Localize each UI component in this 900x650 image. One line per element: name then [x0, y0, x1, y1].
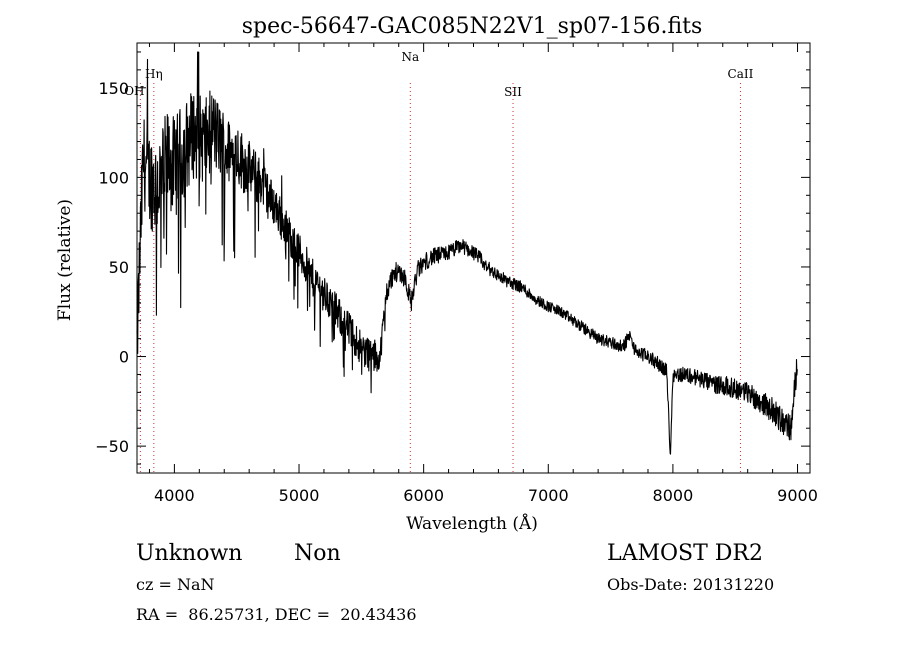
x-tick-label: 5000: [279, 486, 320, 505]
x-axis-label: Wavelength (Å): [406, 513, 538, 534]
survey-label: LAMOST DR2: [607, 541, 763, 566]
spectrum-line: [136, 51, 798, 455]
y-tick-label: 100: [98, 168, 129, 187]
spectral-line-label: SII: [504, 85, 522, 99]
y-tick-label: −50: [95, 437, 129, 456]
x-tick-label: 4000: [154, 486, 195, 505]
chart-title: spec-56647-GAC085N22V1_sp07-156.fits: [242, 14, 703, 39]
spectral-line-markers: [139, 83, 741, 473]
x-axis-ticks: 4000 5000 6000 7000 8000 9000: [148, 43, 818, 505]
y-axis-label: Flux (relative): [55, 199, 75, 321]
y-tick-label: 150: [98, 79, 129, 98]
x-tick-label: 8000: [653, 486, 694, 505]
y-tick-label: 0: [119, 348, 129, 367]
y-tick-label: 50: [109, 258, 129, 277]
spectral-line-label: Na: [401, 50, 419, 64]
object-subclass: Non: [294, 541, 341, 566]
obs-date-text: Obs-Date: 20131220: [607, 575, 774, 594]
spectral-line-label: CaII: [728, 67, 754, 81]
x-tick-label: 6000: [403, 486, 444, 505]
y-axis-ticks: −50 0 50 100 150: [95, 51, 810, 465]
spectral-line-label: Hη: [145, 67, 163, 81]
object-class: Unknown: [136, 541, 242, 566]
x-tick-label: 9000: [777, 486, 818, 505]
redshift-text: cz = NaN: [136, 575, 215, 594]
x-tick-label: 7000: [528, 486, 569, 505]
coordinates-text: RA = 86.25731, DEC = 20.43436: [136, 605, 417, 624]
